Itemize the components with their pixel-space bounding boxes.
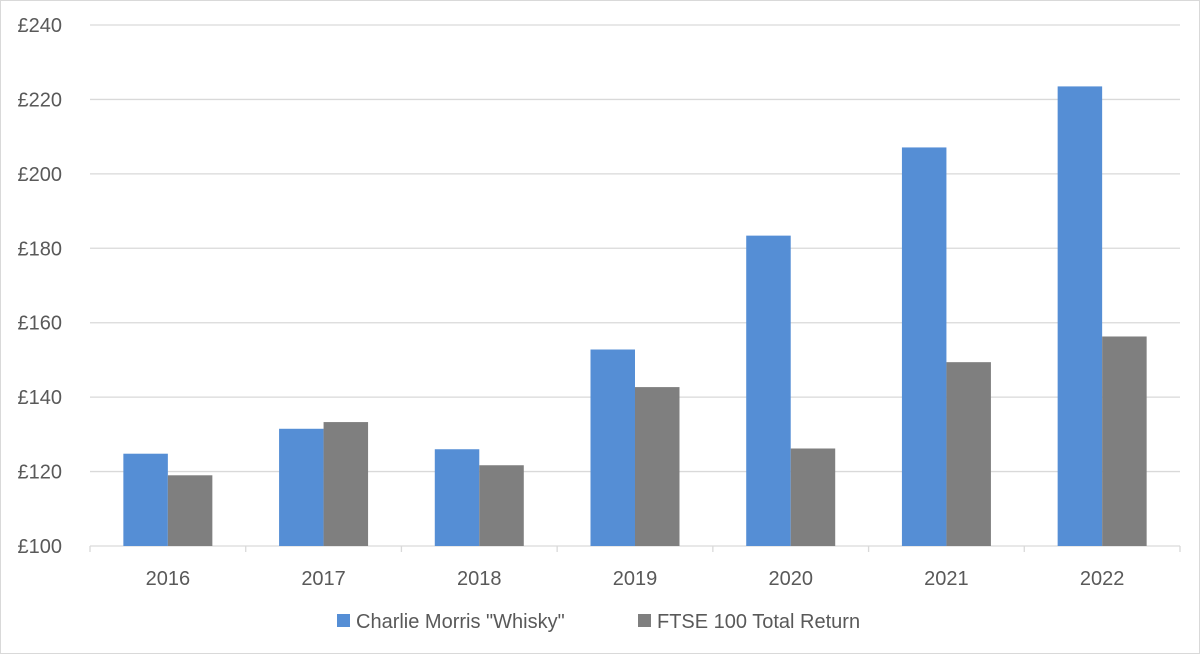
x-axis: 2016 2017 2018 2019 2020 2021 2022 (89, 546, 1181, 590)
x-tick-label: 2022 (1080, 568, 1125, 590)
y-tick-label: £240 (18, 15, 63, 37)
bar-whisky-2016 (123, 453, 168, 546)
legend-item-ftse: FTSE 100 Total Return (638, 611, 860, 633)
bar-ftse-2019 (635, 387, 680, 546)
bar-whisky-2019 (590, 349, 635, 546)
bar-whisky-2021 (901, 147, 947, 546)
bar-whisky-2022 (1057, 86, 1103, 547)
bar-ftse-2018 (479, 465, 524, 546)
legend: Charlie Morris "Whisky" FTSE 100 Total Re… (337, 611, 860, 633)
bar-ftse-2021 (946, 362, 991, 546)
gridlines (90, 24, 1180, 547)
y-tick-label: £140 (18, 387, 63, 409)
bar-whisky-2020 (746, 235, 791, 546)
x-tick-label: 2017 (301, 568, 346, 590)
bars (123, 86, 1147, 547)
bar-ftse-2022 (1102, 336, 1147, 546)
bar-whisky-2017 (279, 428, 324, 546)
bar-whisky-2018 (434, 449, 480, 546)
y-tick-label: £200 (18, 164, 63, 186)
legend-label: Charlie Morris "Whisky" (356, 611, 565, 633)
y-tick-label: £100 (18, 536, 63, 558)
x-tick-label: 2016 (146, 568, 191, 590)
x-tick-label: 2019 (613, 568, 658, 590)
x-tick-label: 2018 (457, 568, 502, 590)
y-axis: £100 £120 £140 £160 £180 £200 £220 £240 (18, 15, 63, 558)
bar-ftse-2020 (790, 448, 836, 546)
x-tick-label: 2020 (768, 568, 813, 590)
bar-ftse-2016 (167, 475, 213, 546)
y-tick-label: £160 (18, 313, 63, 335)
bar-ftse-2017 (323, 422, 369, 546)
x-tick-label: 2021 (924, 568, 969, 590)
legend-swatch (337, 614, 350, 627)
y-tick-label: £220 (18, 89, 63, 111)
legend-item-whisky: Charlie Morris "Whisky" (337, 611, 565, 633)
legend-swatch (638, 614, 651, 627)
y-tick-label: £120 (18, 462, 63, 484)
y-tick-label: £180 (18, 238, 63, 260)
legend-label: FTSE 100 Total Return (657, 611, 860, 633)
